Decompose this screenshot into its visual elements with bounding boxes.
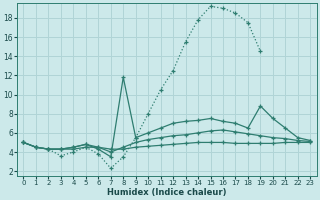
X-axis label: Humidex (Indice chaleur): Humidex (Indice chaleur)	[107, 188, 227, 197]
